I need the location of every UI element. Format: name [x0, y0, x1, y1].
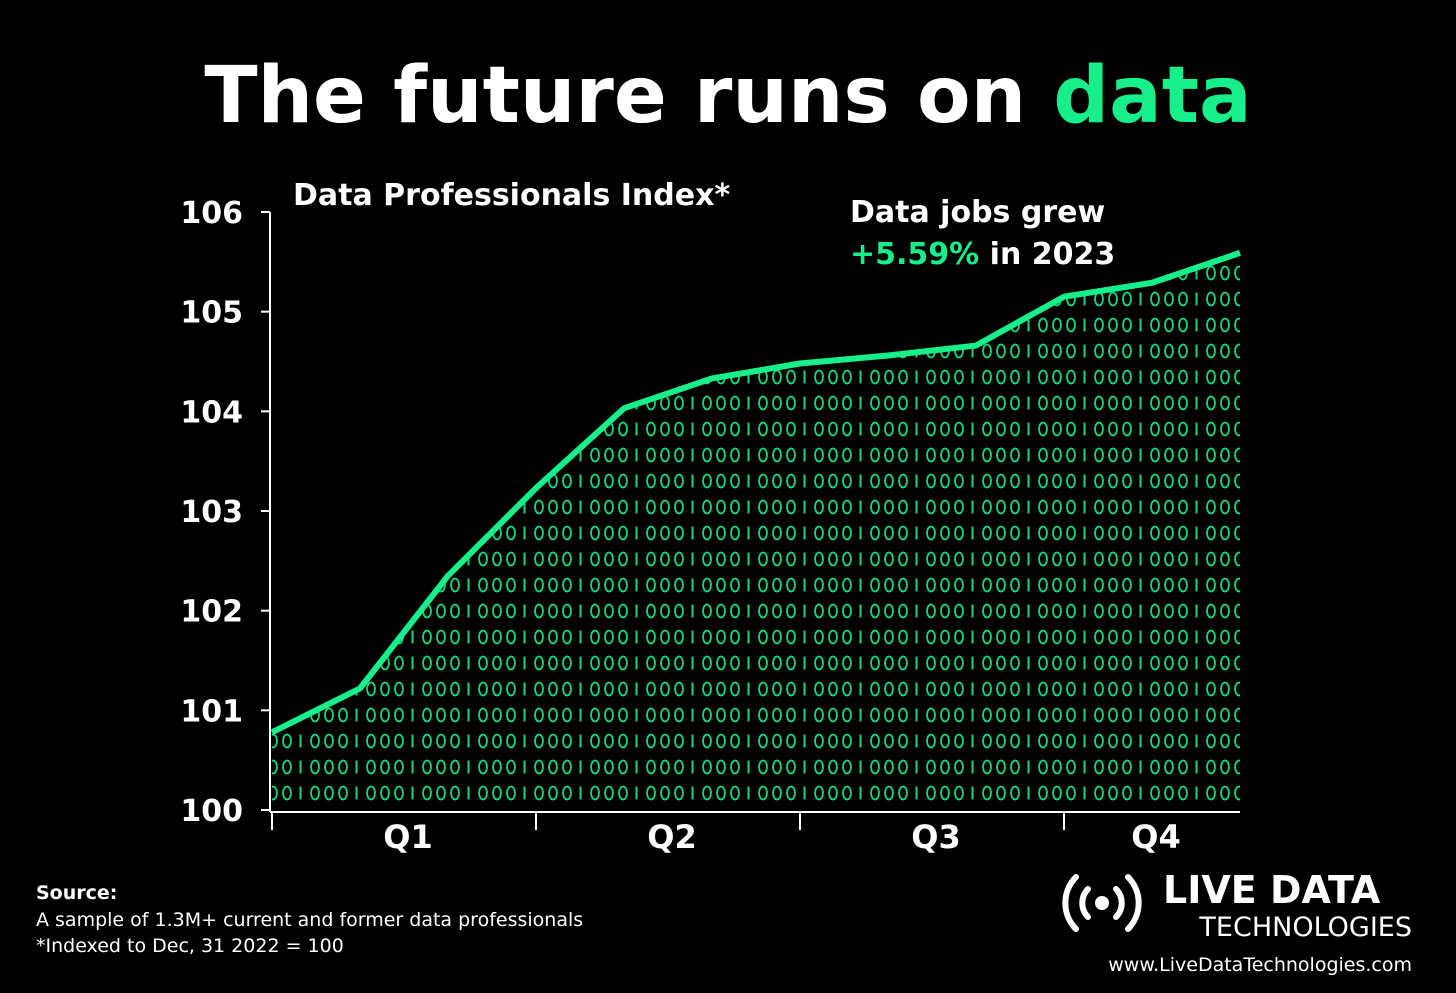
chart-title: The future runs on data: [204, 51, 1251, 141]
y-tick-label: 106: [180, 196, 243, 231]
x-tick-label: Q4: [1131, 818, 1180, 856]
annotation: Data jobs grew: [850, 195, 1105, 230]
y-tick-label: 101: [180, 694, 243, 729]
x-tick-label: Q3: [911, 818, 960, 856]
annotation: +5.59% in 2023: [850, 237, 1115, 272]
data-line: [270, 250, 1241, 735]
y-tick-label: 104: [180, 395, 243, 430]
subtitle: Data Professionals Index*: [293, 178, 730, 213]
brand-name: LIVE DATA: [1163, 868, 1381, 912]
y-tick-label: 102: [180, 595, 243, 630]
x-tick-label: Q2: [647, 818, 696, 856]
source-line: A sample of 1.3M+ current and former dat…: [36, 909, 583, 931]
source-label: Source:: [36, 882, 117, 904]
y-tick-label: 103: [180, 495, 243, 530]
source-line: *Indexed to Dec, 31 2022 = 100: [36, 935, 344, 957]
title-text: The future runs on: [204, 51, 1026, 141]
annotation-highlight: +5.59%: [850, 237, 979, 272]
y-tick-label: 100: [180, 794, 243, 829]
annotation-text: in 2023: [990, 237, 1116, 272]
binary-area: [272, 252, 1240, 810]
x-tick-label: Q1: [383, 818, 432, 856]
y-tick-label: 105: [180, 296, 243, 331]
title-highlight: data: [1053, 51, 1251, 141]
logo-icon: [1062, 874, 1142, 932]
brand-sub: TECHNOLOGIES: [1198, 912, 1412, 943]
brand-url: www.LiveDataTechnologies.com: [1108, 954, 1412, 976]
